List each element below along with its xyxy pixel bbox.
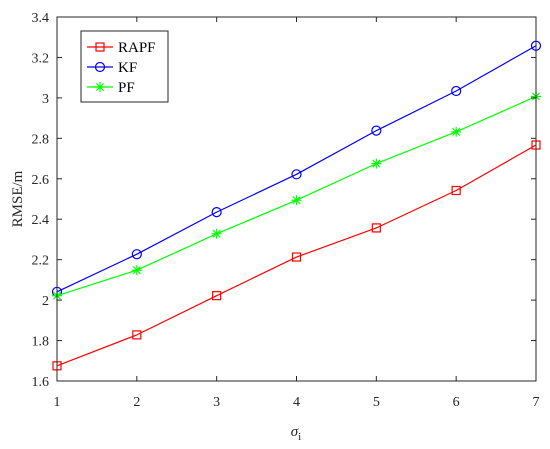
legend-marker-pf-stroke-4	[95, 82, 105, 92]
data-point-kf-4	[291, 169, 302, 180]
x-axis-subscript: i	[298, 431, 301, 443]
series-rapf	[52, 140, 541, 371]
x-tick-label-6: 6	[453, 395, 460, 410]
y-tick-label-6: 2.6	[32, 173, 50, 188]
data-point-rapf-2	[132, 330, 142, 340]
data-point-rapf-3	[212, 291, 222, 301]
data-point-pf-4-stroke-4	[292, 196, 301, 205]
y-tick-label-10: 3.4	[32, 11, 50, 26]
y-tick-label-8: 3	[42, 92, 49, 107]
data-point-pf-3-stroke-4	[212, 229, 221, 238]
legend-marker-kf	[94, 61, 106, 73]
x-tick-label-4: 4	[293, 395, 300, 410]
data-point-pf-2-stroke-4	[132, 266, 141, 275]
data-point-pf-5	[371, 158, 382, 169]
x-axis-title: σi	[291, 424, 301, 443]
y-tick-label-2: 1.8	[32, 335, 50, 350]
data-point-pf-2	[131, 265, 142, 276]
y-tick-label-7: 2.8	[32, 132, 50, 147]
y-tick-label-1: 1.6	[32, 375, 50, 390]
legend-marker-pf	[95, 82, 105, 92]
series-pf	[52, 91, 541, 301]
data-point-pf-5-stroke-4	[372, 159, 381, 168]
axes-layer	[56, 16, 537, 382]
legend-label-pf: PF	[118, 80, 135, 96]
x-tick-label-5: 5	[373, 395, 380, 410]
data-point-pf-6-stroke-4	[452, 127, 461, 136]
data-point-pf-6	[451, 126, 462, 137]
y-tick-label-4: 2.2	[32, 254, 50, 269]
y-tick-label-5: 2.4	[32, 213, 50, 228]
y-axis-title: RMSE/m	[10, 170, 26, 227]
y-tick-label-9: 3.2	[32, 51, 50, 66]
data-point-kf-5	[371, 125, 382, 136]
data-point-kf-6	[451, 85, 462, 97]
legend-label-rapf: RAPF	[118, 40, 156, 56]
series-line-rapf	[56, 144, 537, 367]
tick-labels: 1 2 3 4 5 6 7 1.6 1.8 2 2.2 2.4 2.6 2.8 3 3.2 3.4	[32, 11, 540, 410]
legend-item-pf: PF	[87, 80, 135, 96]
legend-marker-rapf	[95, 42, 105, 52]
data-point-pf-3	[211, 228, 222, 239]
x-axis-symbol: σ	[291, 424, 299, 440]
legend-label-kf: KF	[118, 60, 137, 76]
data-point-rapf-4	[291, 252, 302, 262]
series-line-kf	[56, 45, 537, 293]
legend: RAPF KF PF	[80, 30, 169, 103]
x-tick-label-1: 1	[54, 395, 61, 410]
data-point-rapf-5	[371, 223, 381, 233]
x-tick-label-2: 2	[133, 395, 140, 410]
x-tick-label-3: 3	[213, 395, 220, 410]
data-point-rapf-6	[451, 185, 461, 196]
data-point-kf-3	[211, 207, 222, 218]
x-tick-label-7: 7	[533, 395, 540, 410]
data-point-pf-4	[291, 195, 302, 206]
legend-item-kf: KF	[87, 60, 137, 76]
y-tick-label-3: 2	[42, 294, 49, 309]
series-layer	[51, 40, 542, 371]
data-point-kf-2	[131, 249, 142, 260]
legend-item-rapf: RAPF	[87, 40, 156, 56]
